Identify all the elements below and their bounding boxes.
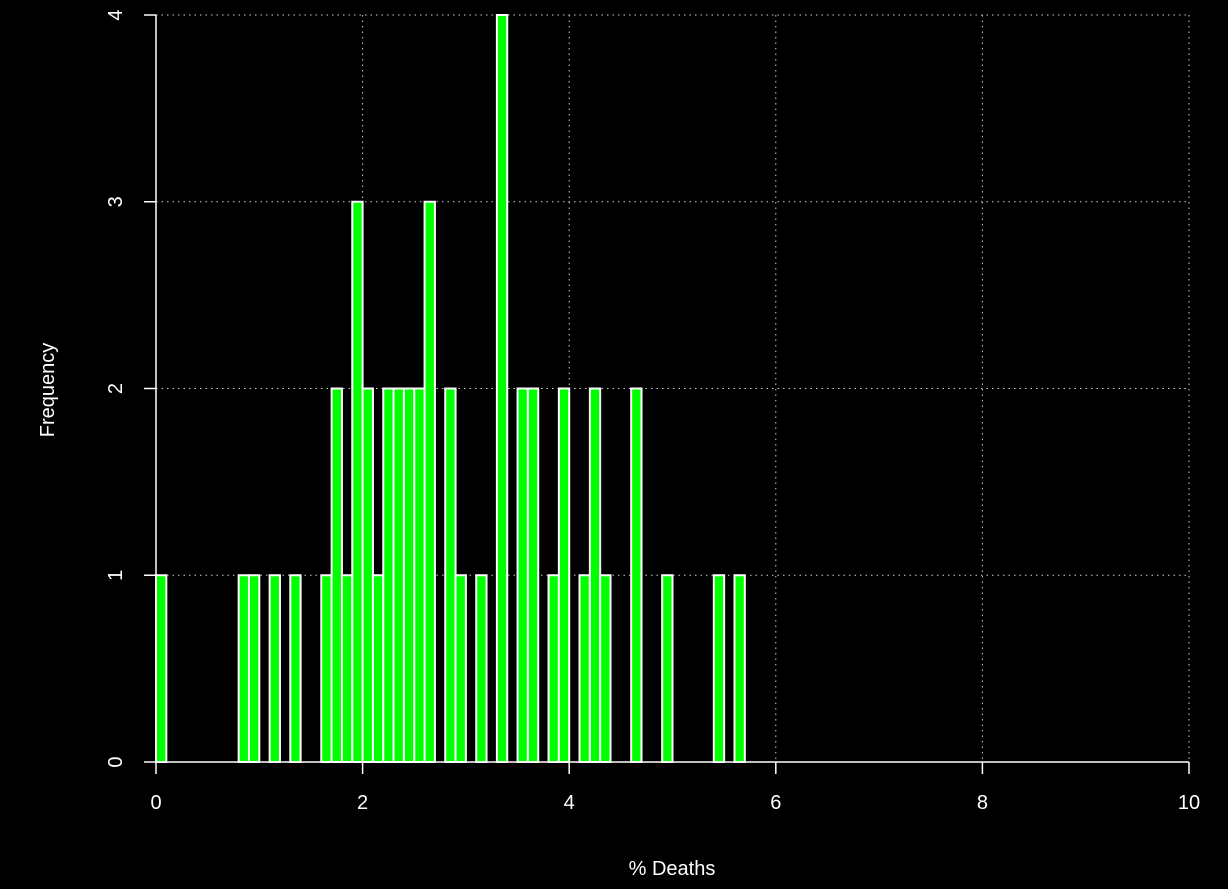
histogram-bar [361,387,374,763]
histogram-bar [320,574,333,763]
x-tick-label: 8 [977,792,988,814]
histogram-bar [289,574,302,763]
histogram-bar [413,387,426,763]
x-axis-label: % Deaths [629,858,716,880]
histogram-bar [588,387,602,763]
histogram-bars [155,14,746,763]
histogram-bar [351,200,364,763]
x-tick-label: 6 [770,792,781,814]
histogram-bar [557,387,571,763]
y-tick-label: 4 [105,9,127,20]
histogram-bar [526,387,540,763]
histogram-bar [712,574,726,763]
histogram-bar [661,574,674,763]
histogram-bar [495,14,509,763]
histogram-bar [247,574,261,763]
y-tick-label: 1 [105,570,127,581]
histogram-bar [423,200,436,763]
histogram-bar [155,574,168,763]
x-tick-label: 4 [564,792,575,814]
histogram-bar [444,387,457,763]
histogram-bar [371,574,385,763]
y-tick-label: 0 [105,756,127,767]
histogram-bar [547,574,560,763]
y-tick-label: 2 [105,383,127,394]
histogram-bar [402,387,416,763]
x-tick-label: 0 [150,792,161,814]
histogram-bar [330,387,343,763]
histogram-bar [475,574,488,763]
histogram-bar [599,574,612,763]
histogram-bar [382,387,395,763]
histogram-bar [454,574,467,763]
y-axis-label: Frequency [37,343,59,438]
x-tick-label: 2 [357,792,368,814]
x-tick-label: 10 [1178,792,1200,814]
histogram-bar [516,387,529,763]
histogram-bar [733,574,746,763]
histogram-bar [268,574,281,763]
histogram-bar [630,387,643,763]
histogram-bar [340,574,354,763]
y-tick-label: 3 [105,196,127,207]
axes: 0 2 4 6 8 10 0 1 2 3 4 [105,9,1200,814]
histogram-bar [392,387,405,763]
histogram-bar [578,574,591,763]
histogram-bar [237,574,250,763]
